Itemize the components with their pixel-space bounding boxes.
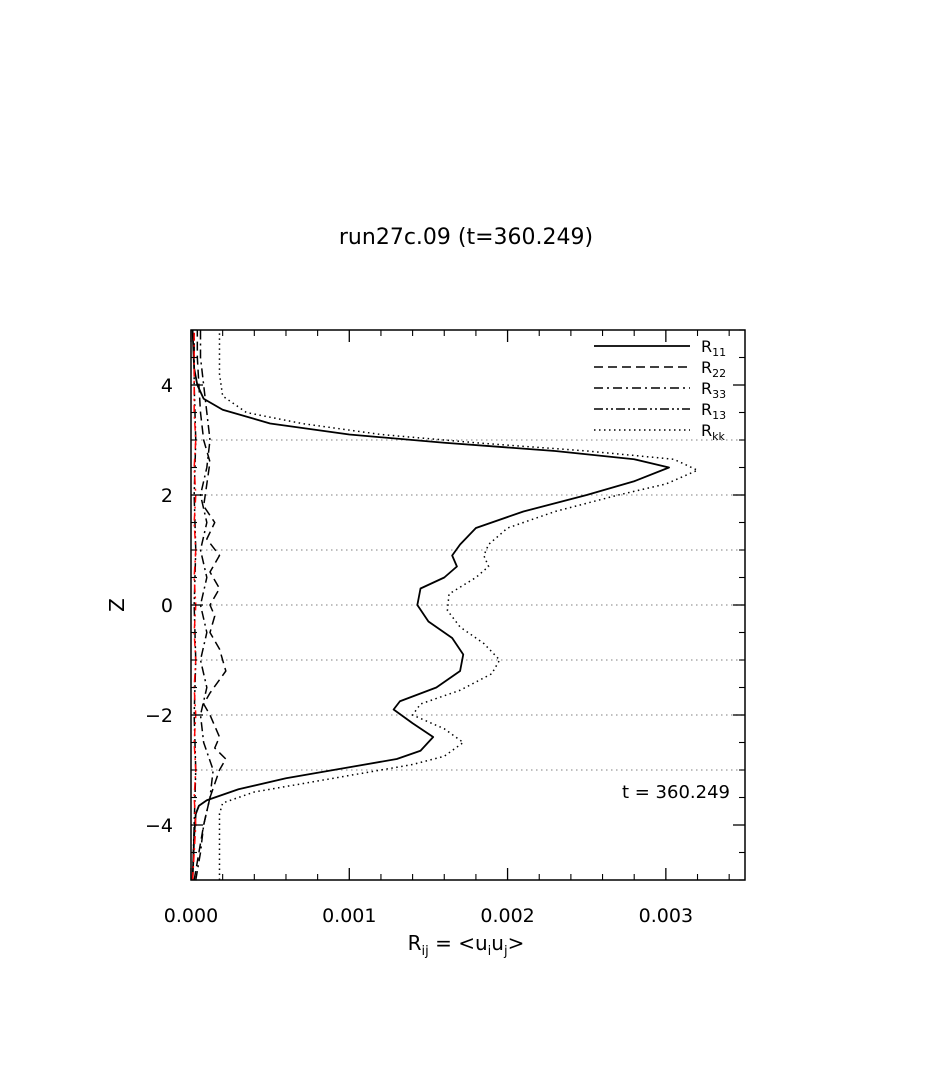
legend-label-22: R22 bbox=[701, 358, 726, 380]
x-tick-label: 0.003 bbox=[639, 905, 693, 927]
x-tick-label: 0.000 bbox=[164, 905, 218, 927]
legend-label-33: R33 bbox=[701, 379, 726, 401]
x-axis-label: Rij = <uiuj> bbox=[408, 931, 525, 959]
y-tick-label: −4 bbox=[145, 815, 173, 837]
y-tick-label: −2 bbox=[145, 705, 173, 727]
y-tick-label: 4 bbox=[161, 375, 173, 397]
series-line-22 bbox=[193, 330, 227, 881]
series-line-kk bbox=[218, 330, 699, 880]
legend-label-13: R13 bbox=[701, 400, 726, 422]
legend-label-11: R11 bbox=[701, 337, 726, 359]
horizontal-gridlines bbox=[191, 439, 745, 771]
x-tick-label: 0.001 bbox=[322, 905, 376, 927]
y-tick-label: 0 bbox=[161, 595, 173, 617]
tick-labels: 0.000 0.001 0.002 0.003 −4 −2 0 2 4 bbox=[145, 375, 693, 927]
time-annotation: t = 360.249 bbox=[622, 782, 730, 803]
chart-title: run27c.09 (t=360.249) bbox=[339, 225, 593, 250]
legend-label-kk: Rkk bbox=[701, 421, 725, 443]
axis-ticks bbox=[190, 329, 745, 881]
series-line-11 bbox=[191, 329, 670, 881]
y-tick-label: 2 bbox=[161, 485, 173, 507]
y-axis-label: Z bbox=[105, 598, 129, 612]
x-tick-label: 0.002 bbox=[480, 905, 534, 927]
